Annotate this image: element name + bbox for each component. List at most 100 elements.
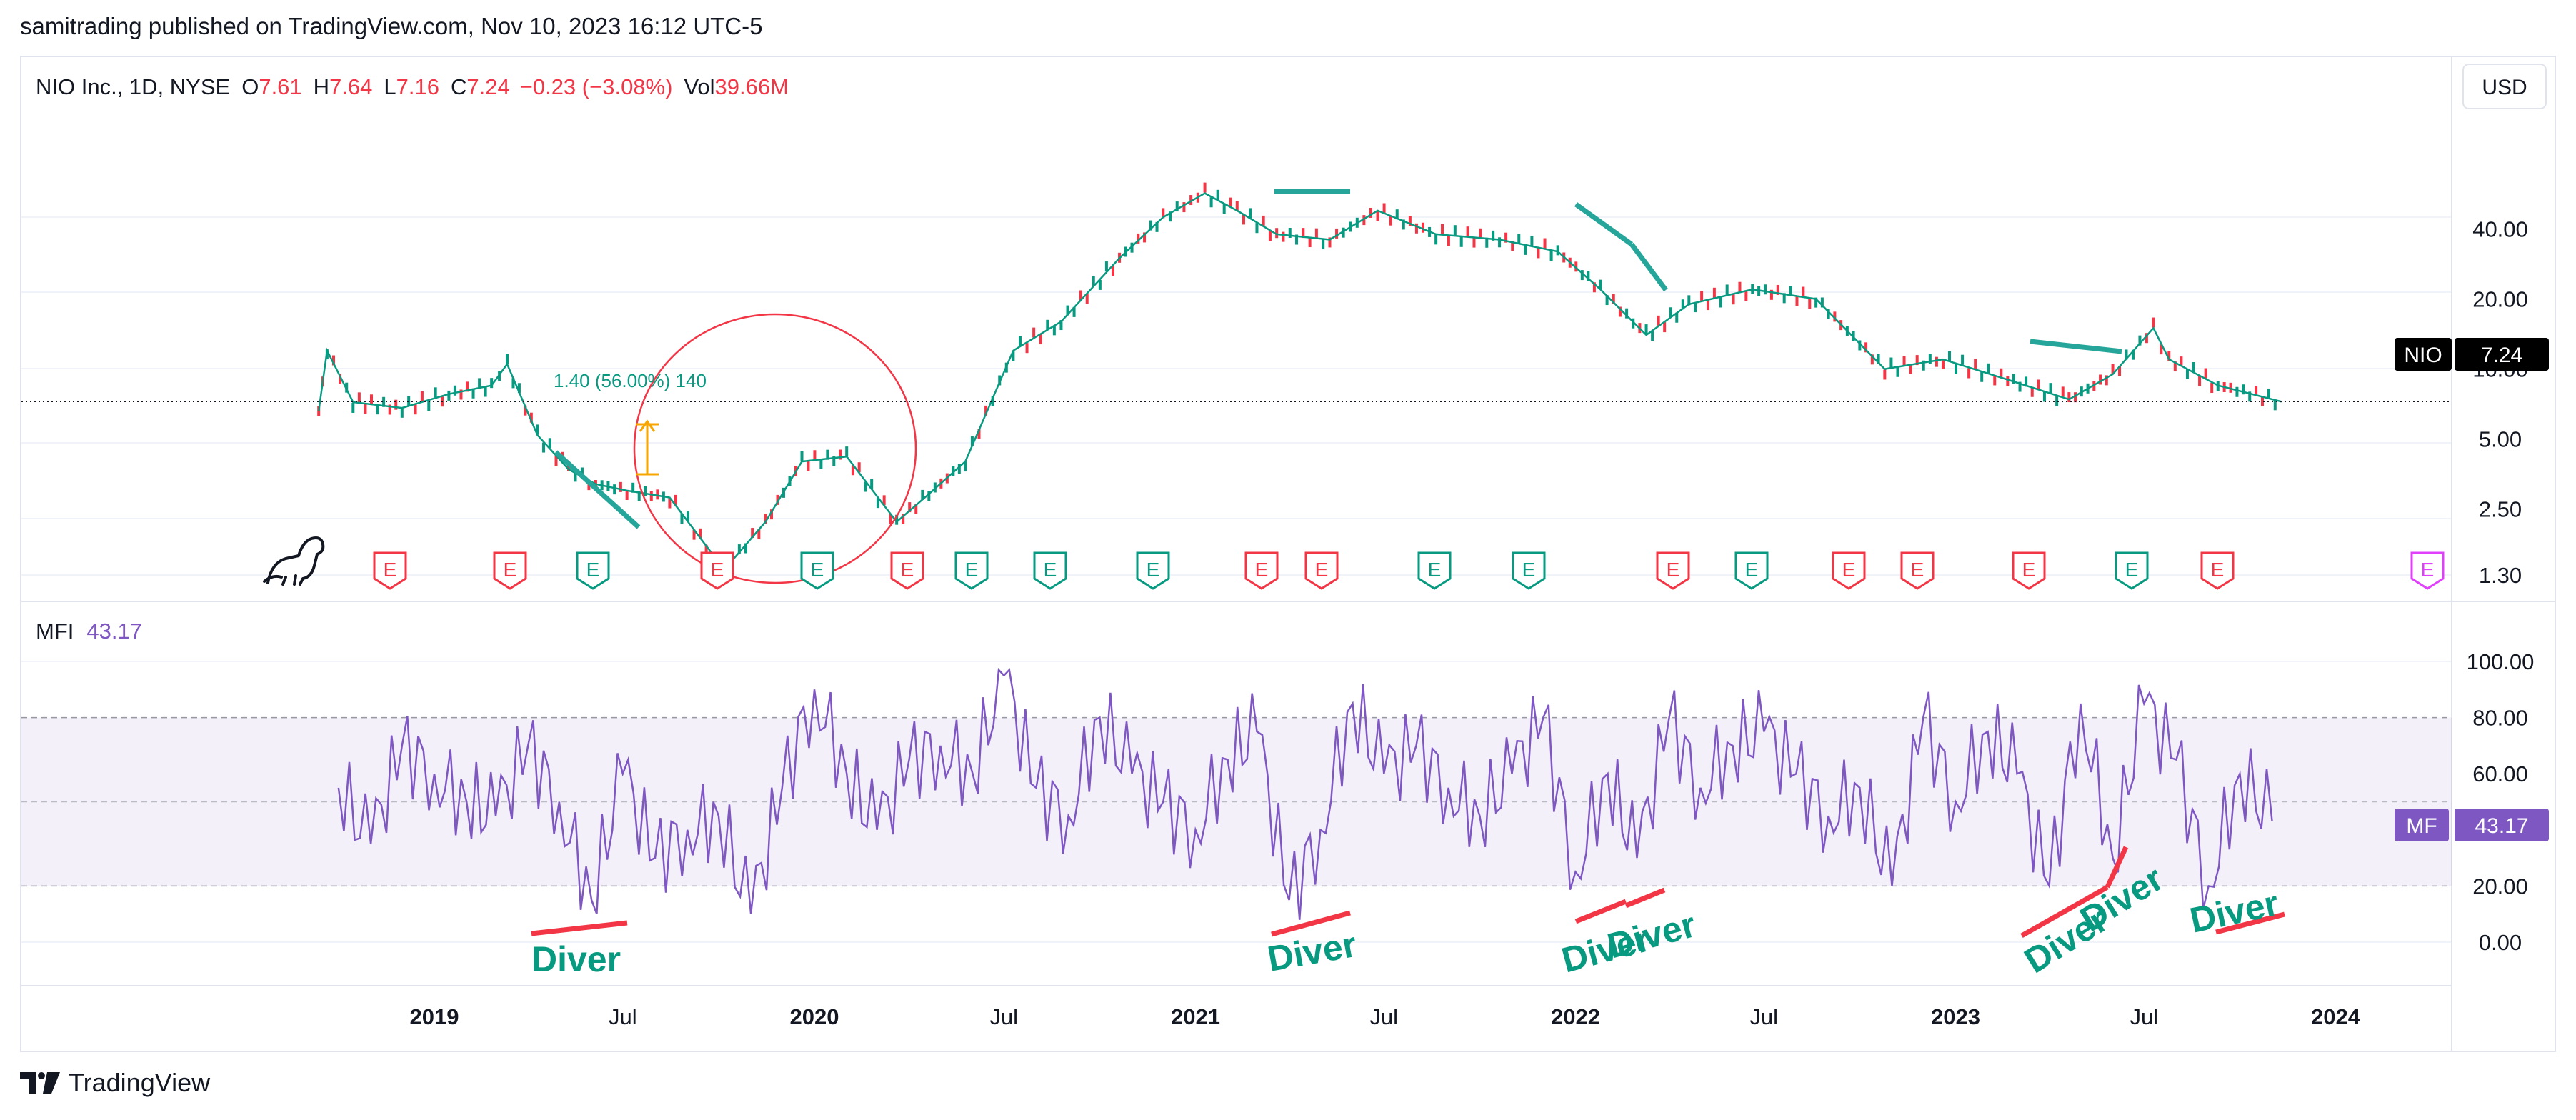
- price-candle: [902, 514, 905, 524]
- earnings-marker[interactable]: E: [1900, 551, 1935, 590]
- earnings-marker[interactable]: E: [954, 551, 989, 590]
- price-candle: [751, 528, 754, 539]
- price-trendline-5[interactable]: [2030, 339, 2122, 354]
- time-axis-label: Jul: [1369, 1004, 1398, 1029]
- price-candle: [490, 378, 494, 389]
- mfi-divergence-line-2[interactable]: [1271, 910, 1351, 937]
- price-candle: [895, 514, 899, 525]
- price-candle: [1288, 228, 1292, 239]
- price-candle: [1902, 356, 1906, 366]
- price-candle: [1472, 237, 1476, 248]
- price-candle: [1025, 343, 1029, 354]
- price-candle: [2204, 368, 2207, 379]
- price-trendline-1[interactable]: [554, 450, 641, 529]
- earnings-marker[interactable]: E: [2012, 551, 2046, 590]
- dino-icon[interactable]: [263, 536, 325, 586]
- earnings-marker[interactable]: E: [1656, 551, 1690, 590]
- earnings-marker[interactable]: E: [1033, 551, 1067, 590]
- price-trendline-3[interactable]: [1574, 202, 1634, 246]
- price-candle: [1130, 242, 1134, 253]
- mfi-divergence-line-1[interactable]: [531, 920, 628, 936]
- earnings-marker[interactable]: E: [576, 551, 610, 590]
- earnings-label: E: [2022, 559, 2036, 581]
- earnings-marker[interactable]: E: [373, 551, 407, 590]
- earnings-marker[interactable]: E: [1304, 551, 1339, 590]
- price-candle: [1974, 359, 1977, 369]
- mfi-divergence-line-6[interactable]: [2105, 846, 2129, 889]
- earnings-marker[interactable]: E: [1417, 551, 1452, 590]
- earnings-marker[interactable]: E: [1244, 551, 1279, 590]
- price-candle: [1651, 331, 1654, 341]
- mfi-tag-value: 43.17: [2475, 814, 2528, 838]
- mfi-legend[interactable]: MFI 43.17: [36, 619, 142, 644]
- earnings-marker[interactable]: E: [800, 551, 834, 590]
- price-candle: [1833, 311, 1837, 322]
- price-candle: [1079, 290, 1082, 301]
- earnings-marker[interactable]: E: [1832, 551, 1866, 590]
- symbol-legend[interactable]: NIO Inc., 1D, NYSE O7.61 H7.64 L7.16 C7.24 −0…: [36, 74, 789, 99]
- earnings-marker[interactable]: E: [2410, 551, 2445, 590]
- price-candle: [769, 509, 773, 520]
- price-candle: [1694, 302, 1697, 313]
- earnings-marker[interactable]: E: [890, 551, 924, 590]
- price-candle: [1782, 293, 1786, 304]
- price-candle: [2273, 400, 2277, 411]
- price-candle: [1328, 237, 1332, 248]
- price-candle: [776, 494, 779, 505]
- price-candle: [1447, 236, 1450, 246]
- time-axis-label: Jul: [989, 1004, 1018, 1029]
- price-candle: [1098, 279, 1102, 290]
- earnings-label: E: [901, 559, 914, 581]
- mfi-axis-label: 100.00: [2467, 649, 2535, 674]
- price-candle: [1669, 307, 1672, 318]
- earnings-marker[interactable]: E: [1136, 551, 1170, 590]
- mfi-divergence-line-4[interactable]: [1624, 887, 1666, 909]
- price-candle: [977, 429, 981, 439]
- price-trendline-4[interactable]: [1629, 242, 1668, 292]
- price-candle: [668, 498, 672, 509]
- price-candle: [1395, 209, 1399, 220]
- earnings-marker[interactable]: E: [2115, 551, 2149, 590]
- diver-label-7[interactable]: Diver: [2187, 883, 2282, 941]
- earnings-marker[interactable]: E: [700, 551, 734, 590]
- time-axis[interactable]: 2019 Jul 2020 Jul 2021 Jul 2022 Jul 2023 Jul 2024: [410, 1004, 2361, 1029]
- mfi-divergence-line-3[interactable]: [1574, 899, 1627, 924]
- earnings-marker[interactable]: E: [2200, 551, 2235, 590]
- price-candle: [991, 396, 994, 406]
- price-candle: [1018, 336, 1022, 346]
- price-candle: [1858, 340, 1862, 351]
- price-candle: [1877, 354, 1880, 364]
- earnings-marker[interactable]: E: [1512, 551, 1546, 590]
- earnings-label: E: [2421, 559, 2435, 581]
- price-candle: [1922, 360, 1925, 371]
- currency-button[interactable]: USD: [2462, 64, 2547, 109]
- earnings-label: E: [1842, 559, 1856, 581]
- earnings-label: E: [1255, 559, 1269, 581]
- mfi-divergence-line-7[interactable]: [2215, 911, 2285, 935]
- chart-canvas[interactable]: 1.40 (56.00%) 140 Diver Diver Diver Dive…: [21, 57, 2555, 1051]
- price-candle: [1389, 215, 1392, 226]
- price-candle: [699, 528, 702, 539]
- price-candle: [1498, 237, 1502, 248]
- price-candle: [1707, 300, 1710, 311]
- price-candle: [414, 404, 417, 415]
- price-candle: [548, 438, 551, 449]
- price-candle: [2267, 388, 2270, 399]
- mfi-divergence-line-5[interactable]: [2020, 884, 2109, 939]
- earnings-marker[interactable]: E: [493, 551, 527, 590]
- circle-drawing[interactable]: [633, 313, 917, 584]
- tradingview-brand: TradingView: [69, 1068, 211, 1097]
- price-candle: [1369, 207, 1372, 218]
- price-candle: [2000, 368, 2003, 379]
- price-candle: [1889, 357, 1893, 368]
- tradingview-logo[interactable]: TradingView: [20, 1068, 210, 1098]
- price-candle: [2037, 379, 2040, 390]
- price-candle: [1335, 228, 1339, 239]
- measure-tool[interactable]: [636, 419, 659, 476]
- price-candle: [339, 374, 342, 384]
- earnings-marker[interactable]: E: [1734, 551, 1769, 590]
- diver-label-1[interactable]: Diver: [531, 939, 621, 979]
